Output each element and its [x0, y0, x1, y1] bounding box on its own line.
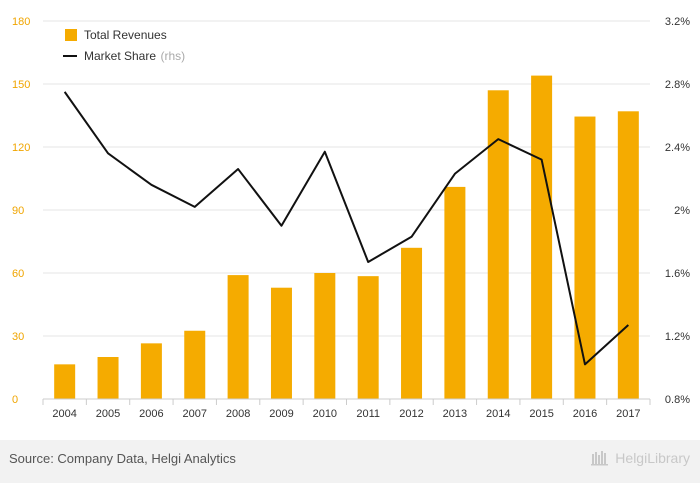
bar	[444, 186, 466, 399]
bar	[401, 247, 423, 399]
legend-market-share-note: (rhs)	[160, 49, 185, 63]
y-right-tick-label: 2%	[674, 205, 690, 217]
combo-chart: 0 0.8% 30 1.2% 60 1.6% 90 2% 120 2.4% 150 2.8% 180 3.…	[12, 16, 690, 420]
x-tick-label: 2014	[486, 408, 510, 420]
x-tick-label: 2016	[573, 408, 597, 420]
y-right-tick-label: 3.2%	[665, 16, 690, 28]
legend-label-revenues: Total Revenues	[84, 28, 167, 42]
x-tick-label: 2010	[313, 408, 337, 420]
x-tick-label: 2017	[616, 408, 640, 420]
x-tick-label: 2012	[399, 408, 423, 420]
y-left-tick-label: 150	[12, 79, 30, 91]
y-left-tick-label: 0	[12, 394, 18, 406]
axes: 0 0.8% 30 1.2% 60 1.6% 90 2% 120 2.4% 150 2.8% 180 3.…	[12, 16, 690, 420]
x-tick-label: 2015	[529, 408, 553, 420]
x-tick-label: 2011	[356, 408, 380, 420]
x-tick-label: 2006	[139, 408, 163, 420]
y-left-tick-label: 120	[12, 142, 30, 154]
y-left-tick-label: 90	[12, 205, 24, 217]
x-tick-label: 2004	[52, 408, 76, 420]
legend-label-market-share: Market Share (rhs)	[84, 47, 185, 64]
x-tick-label: 2009	[269, 408, 293, 420]
legend-market-share-name: Market Share	[84, 49, 156, 63]
bar	[487, 90, 509, 400]
bar	[574, 116, 596, 400]
bar	[270, 287, 292, 399]
library-icon	[591, 451, 609, 466]
line-series	[63, 91, 629, 366]
y-left-tick-label: 180	[12, 16, 30, 28]
x-tick-label: 2007	[183, 408, 207, 420]
bar	[617, 111, 639, 400]
x-tick-label: 2005	[96, 408, 120, 420]
bar	[140, 343, 162, 399]
bar	[531, 75, 553, 399]
bar	[97, 357, 119, 399]
footer: Source: Company Data, Helgi Analytics He…	[0, 440, 700, 483]
source-text: Source: Company Data, Helgi Analytics	[9, 451, 236, 466]
y-right-tick-label: 2.4%	[665, 142, 690, 154]
bar	[314, 273, 336, 399]
brand-logo: HelgiLibrary	[591, 450, 690, 466]
bar	[357, 276, 379, 399]
legend-swatch-revenues	[65, 29, 77, 41]
y-left-tick-label: 30	[12, 331, 24, 343]
bar	[227, 275, 249, 399]
bar-series	[54, 75, 639, 400]
gridlines	[43, 20, 650, 337]
x-tick-label: 2013	[443, 408, 467, 420]
brand-name: HelgiLibrary	[615, 450, 690, 466]
y-left-tick-label: 60	[12, 268, 24, 280]
market-share-line	[63, 91, 629, 366]
y-right-tick-label: 2.8%	[665, 79, 690, 91]
x-tick-label: 2008	[226, 408, 250, 420]
y-right-tick-label: 1.6%	[665, 268, 690, 280]
y-right-tick-label: 0.8%	[665, 394, 690, 406]
y-right-tick-label: 1.2%	[665, 331, 690, 343]
legend: Total Revenues Market Share (rhs)	[63, 28, 185, 64]
bar	[184, 330, 206, 399]
bar	[54, 364, 76, 399]
